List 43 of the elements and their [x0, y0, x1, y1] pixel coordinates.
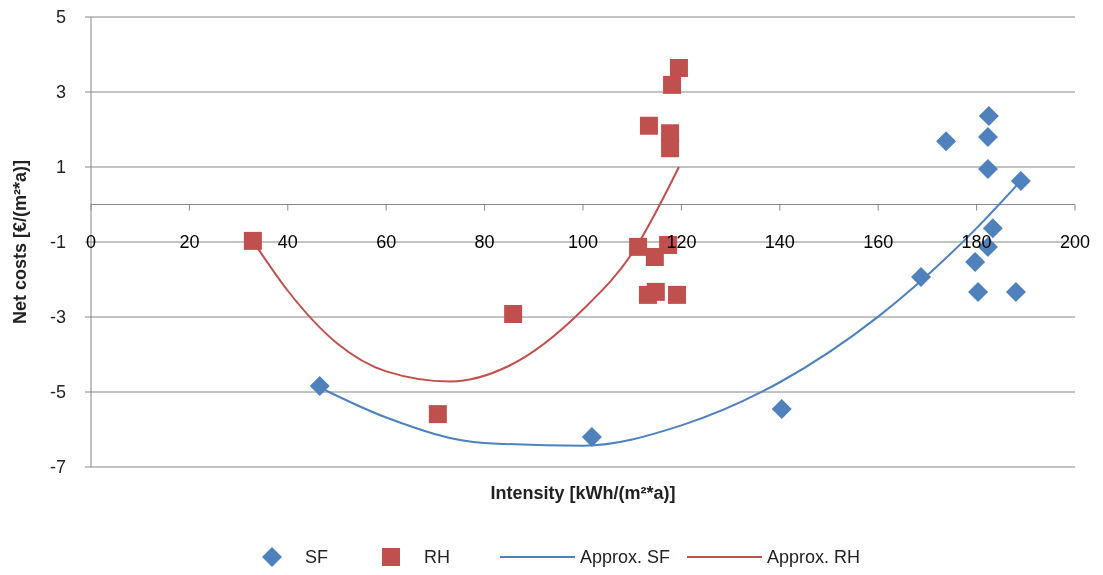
- point: [977, 127, 998, 147]
- x-tick-label: 20: [179, 231, 200, 252]
- point: [504, 305, 523, 323]
- point: [661, 139, 680, 158]
- point: [581, 427, 602, 447]
- point: [1005, 281, 1026, 302]
- x-tick-label: 200: [1059, 231, 1091, 252]
- point: [936, 131, 957, 152]
- point: [645, 248, 664, 266]
- x-tick-label: 100: [567, 231, 599, 252]
- point: [428, 405, 447, 424]
- x-tick-label: 80: [474, 231, 495, 252]
- x-tick-label: 40: [277, 231, 298, 252]
- point: [309, 376, 330, 396]
- y-tick-label: 1: [55, 157, 66, 177]
- x-axis-title: Intensity [kWh/(m²*a)]: [490, 483, 676, 503]
- x-tick-label: 0: [85, 231, 97, 252]
- y-tick-label: -3: [49, 307, 66, 327]
- point: [663, 75, 682, 94]
- x-tick-label: 60: [376, 231, 397, 252]
- y-tick-label: 5: [55, 7, 66, 27]
- point: [978, 106, 999, 126]
- point: [771, 398, 792, 419]
- point: [1010, 170, 1031, 191]
- y-tick-label: -7: [49, 457, 66, 477]
- legend-label: SF: [305, 547, 329, 567]
- point: [965, 251, 986, 272]
- point: [669, 59, 688, 77]
- y-tick-label: -5: [49, 382, 66, 402]
- x-tick-label: 140: [764, 231, 795, 252]
- point: [646, 282, 665, 301]
- y-axis-title: Net costs [€/(m²*a)]: [10, 159, 30, 325]
- y-tick-label: -1: [49, 232, 66, 252]
- point: [968, 281, 989, 302]
- x-tick-label: 160: [863, 231, 894, 252]
- y-tick-label: 3: [55, 82, 66, 102]
- point: [639, 116, 658, 135]
- legend-label: RH: [424, 547, 450, 567]
- point: [977, 158, 998, 179]
- legend-label: Approx. SF: [580, 547, 671, 567]
- legend-label: Approx. RH: [767, 547, 861, 567]
- point: [667, 285, 686, 304]
- point: [243, 231, 262, 250]
